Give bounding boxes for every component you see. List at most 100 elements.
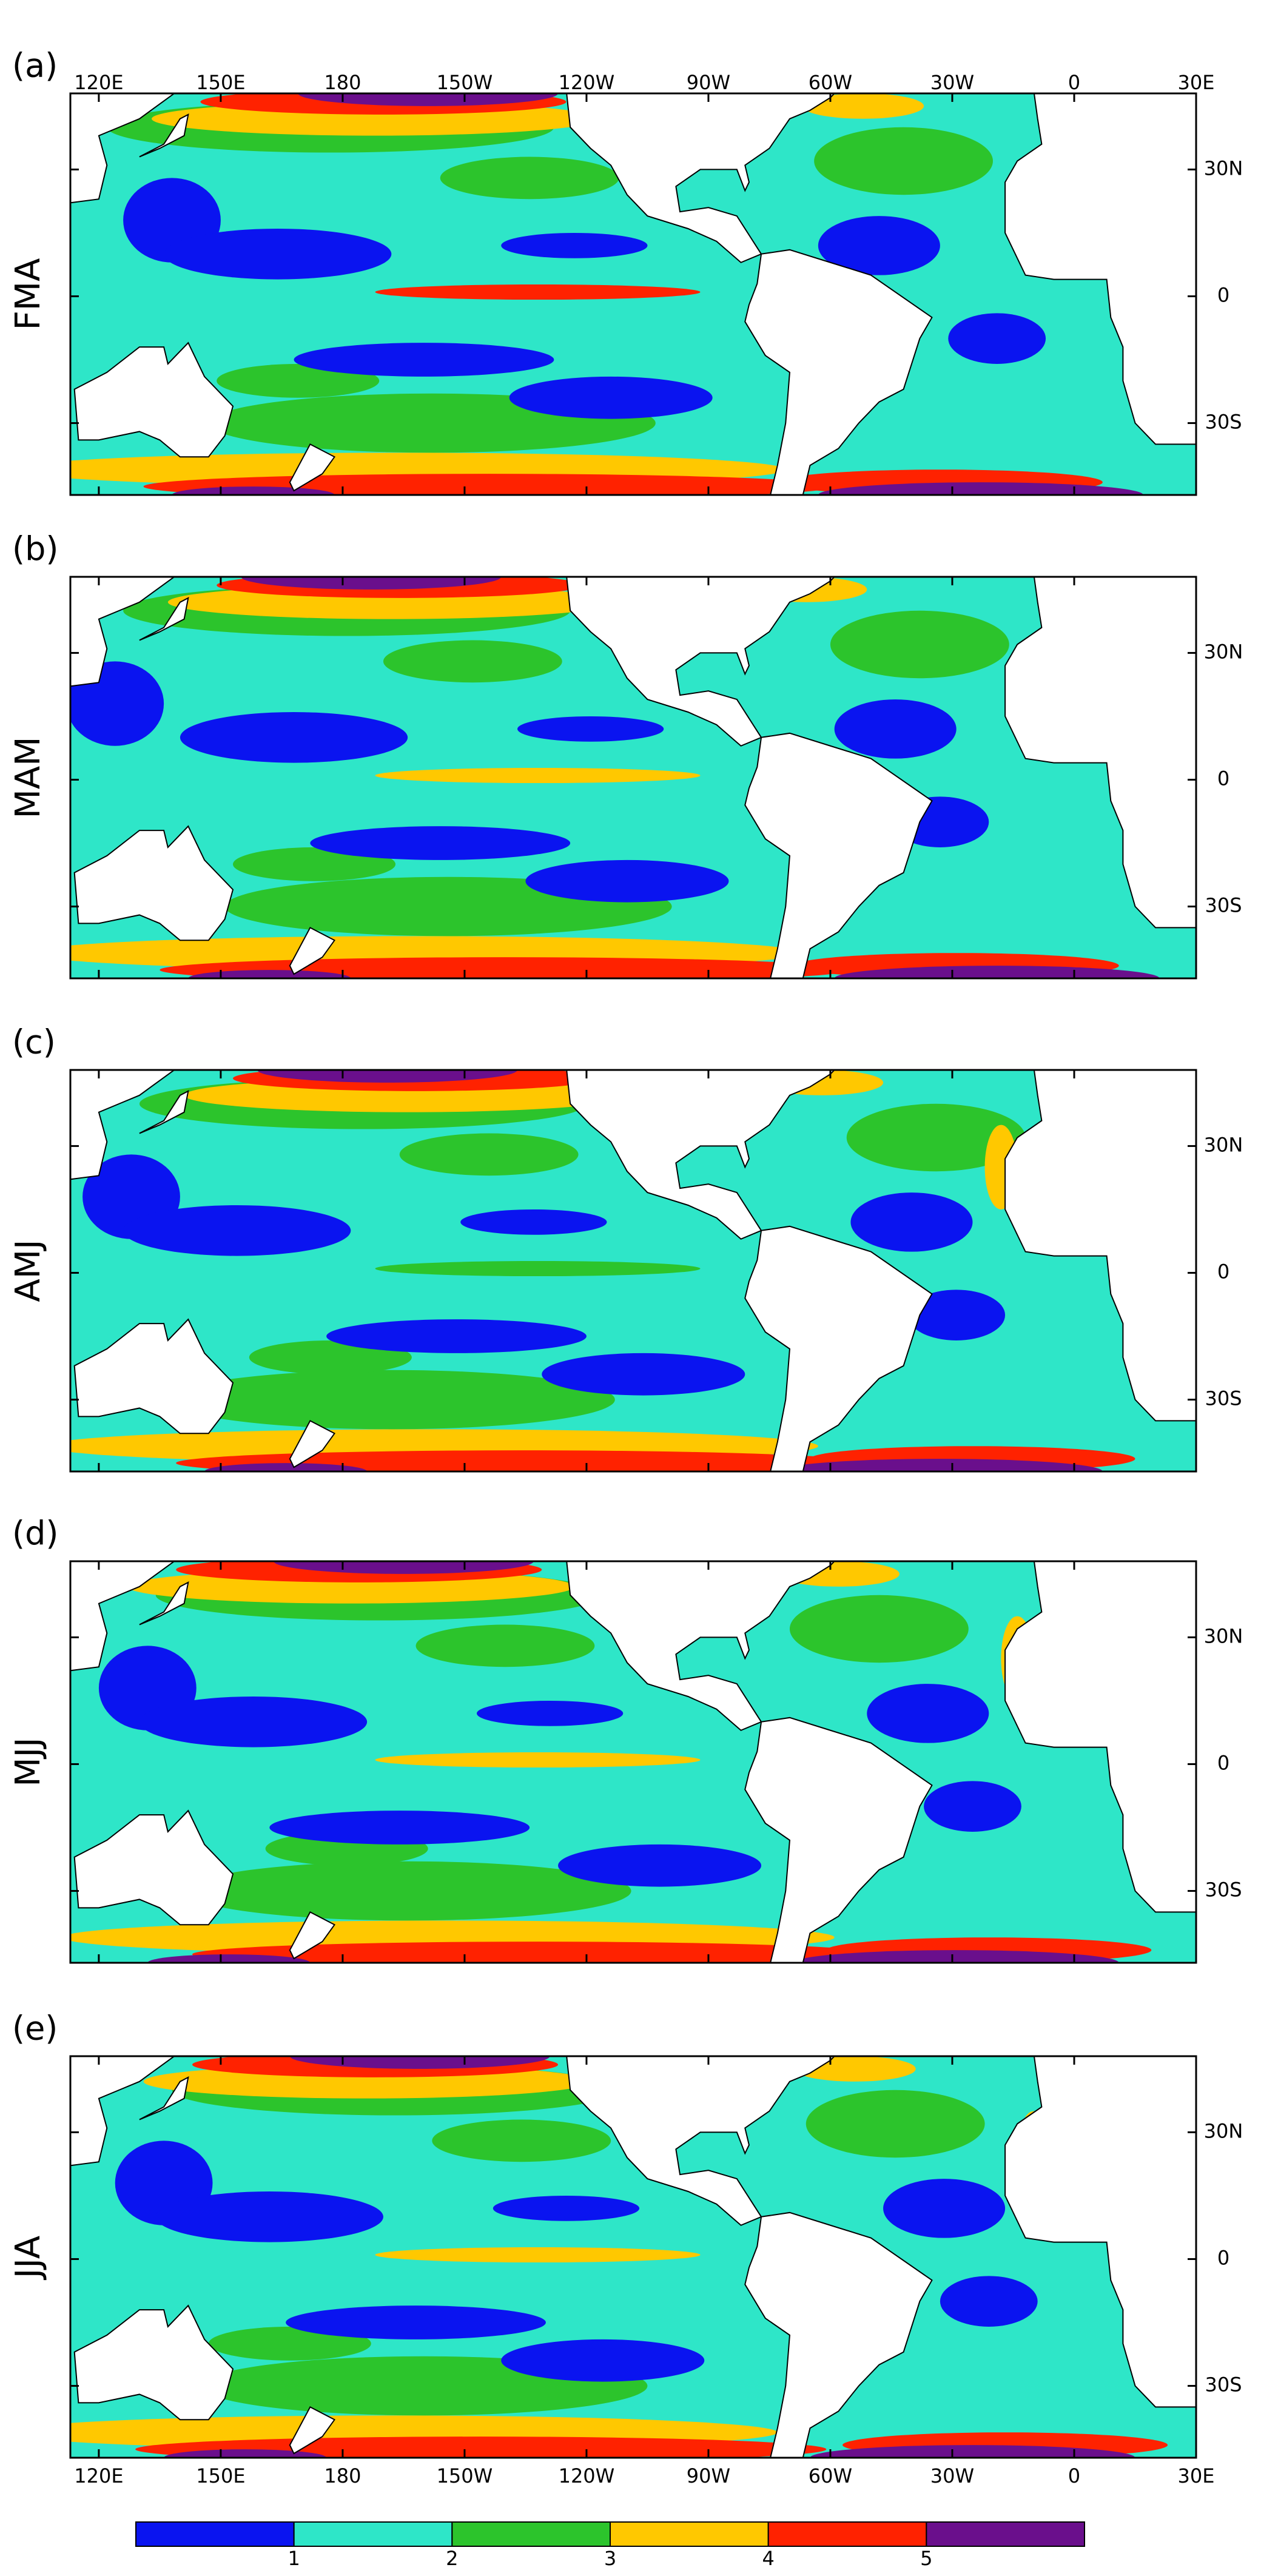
map-panel: (c) AMJ 30N 0 30S xyxy=(8,1023,1243,1473)
x-tick-label: 0 xyxy=(1068,71,1080,94)
colorbar-label: 2 xyxy=(446,2547,458,2570)
x-tick-label: 120E xyxy=(74,2464,123,2487)
land xyxy=(566,577,836,747)
category-patch xyxy=(907,1290,1006,1340)
category-patch xyxy=(432,2119,611,2162)
land xyxy=(70,93,176,204)
category-patch xyxy=(793,1950,1119,1963)
colorbar: 1 2 3 4 5 xyxy=(135,2521,1086,2570)
category-patch xyxy=(310,826,571,860)
x-tick-label: 90W xyxy=(687,2464,730,2487)
x-tick-label: 30W xyxy=(930,71,974,94)
colorbar-label: 3 xyxy=(604,2547,616,2570)
x-tick-label: 30E xyxy=(1178,71,1215,94)
map-panel: (a) FMA 120E 150E 180 150W 120W 90W 60W 30W 0 30E 30… xyxy=(8,47,1243,496)
y-tick-label: 30N xyxy=(1204,2119,1243,2142)
map-panel: (d) MJJ 30N 0 30S xyxy=(8,1515,1243,1964)
y-tick-label: 30S xyxy=(1205,894,1242,917)
x-tick-label: 150E xyxy=(196,2464,245,2487)
category-patch xyxy=(477,1700,624,1726)
category-patch xyxy=(139,1696,368,1747)
colorbar-box xyxy=(767,2521,927,2547)
land xyxy=(289,1911,336,1960)
category-patch xyxy=(777,1459,1103,1471)
colorbar-label: 5 xyxy=(920,2547,932,2570)
category-patch xyxy=(883,2179,1006,2238)
land xyxy=(289,1420,336,1468)
category-patch xyxy=(269,1811,530,1845)
colorbar-label: 1 xyxy=(288,2547,300,2570)
map-frame xyxy=(69,92,1197,496)
map-field xyxy=(70,93,1196,495)
land xyxy=(566,1561,836,1731)
map-frame xyxy=(69,576,1197,980)
category-patch xyxy=(834,966,1160,978)
category-patch xyxy=(542,1353,745,1396)
category-patch xyxy=(375,767,701,784)
panel-label: (c) xyxy=(12,1023,56,1061)
panel-label: (b) xyxy=(12,530,58,568)
season-label: AMJ xyxy=(8,1239,48,1302)
category-patch xyxy=(164,228,392,280)
x-tick-label: 30W xyxy=(930,2464,974,2487)
category-patch xyxy=(147,1954,311,1963)
x-tick-label: 120W xyxy=(559,2464,615,2487)
panel-label: (e) xyxy=(12,2009,58,2048)
category-patch xyxy=(289,2056,550,2069)
category-patch xyxy=(415,1624,595,1667)
category-patch xyxy=(558,1844,762,1887)
land xyxy=(70,1070,176,1180)
land xyxy=(1004,2056,1196,2408)
season-label: MJJ xyxy=(8,1737,48,1786)
category-patch xyxy=(123,1205,351,1256)
map-frame xyxy=(69,1560,1197,1964)
land xyxy=(289,2406,336,2455)
season-label: JJA xyxy=(8,2236,48,2280)
category-patch xyxy=(241,577,502,590)
y-tick-label: 30S xyxy=(1205,2373,1242,2396)
land xyxy=(70,2056,176,2167)
category-patch xyxy=(180,711,408,763)
category-patch xyxy=(789,1595,969,1663)
map-frame xyxy=(69,1069,1197,1473)
category-patch xyxy=(326,1319,587,1353)
x-tick-label: 90W xyxy=(687,71,730,94)
colorbar-box xyxy=(451,2521,611,2547)
land xyxy=(70,1561,176,1672)
category-patch xyxy=(375,2247,701,2263)
map-field xyxy=(70,1070,1196,1471)
category-patch xyxy=(948,313,1046,364)
category-patch xyxy=(814,127,993,195)
category-patch xyxy=(810,2445,1135,2458)
x-tick-label: 120W xyxy=(559,71,615,94)
land xyxy=(289,927,336,975)
category-patch xyxy=(399,1133,579,1176)
land xyxy=(744,1717,933,1963)
land xyxy=(73,825,234,941)
x-tick-label: 60W xyxy=(809,2464,852,2487)
category-patch xyxy=(818,482,1143,495)
land xyxy=(139,1581,189,1626)
category-patch xyxy=(257,1070,517,1083)
land xyxy=(566,2056,836,2226)
category-patch xyxy=(509,376,713,419)
category-patch xyxy=(501,232,648,258)
map-panel: (b) MAM 30N 0 30S xyxy=(8,530,1243,980)
land xyxy=(1004,93,1196,445)
season-label: MAM xyxy=(8,737,48,819)
category-patch xyxy=(375,1752,701,1768)
colorbar-label: 4 xyxy=(762,2547,774,2570)
category-patch xyxy=(294,343,554,377)
x-tick-label: 120E xyxy=(74,71,123,94)
category-patch xyxy=(493,2195,640,2221)
x-tick-label: 0 xyxy=(1068,2464,1080,2487)
land xyxy=(1004,1070,1196,1422)
land xyxy=(744,1225,933,1471)
land xyxy=(744,732,933,978)
category-patch xyxy=(830,610,1009,679)
colorbar-box xyxy=(610,2521,769,2547)
land xyxy=(139,113,189,158)
x-tick-label: 150E xyxy=(196,71,245,94)
map-frame xyxy=(69,2055,1197,2459)
